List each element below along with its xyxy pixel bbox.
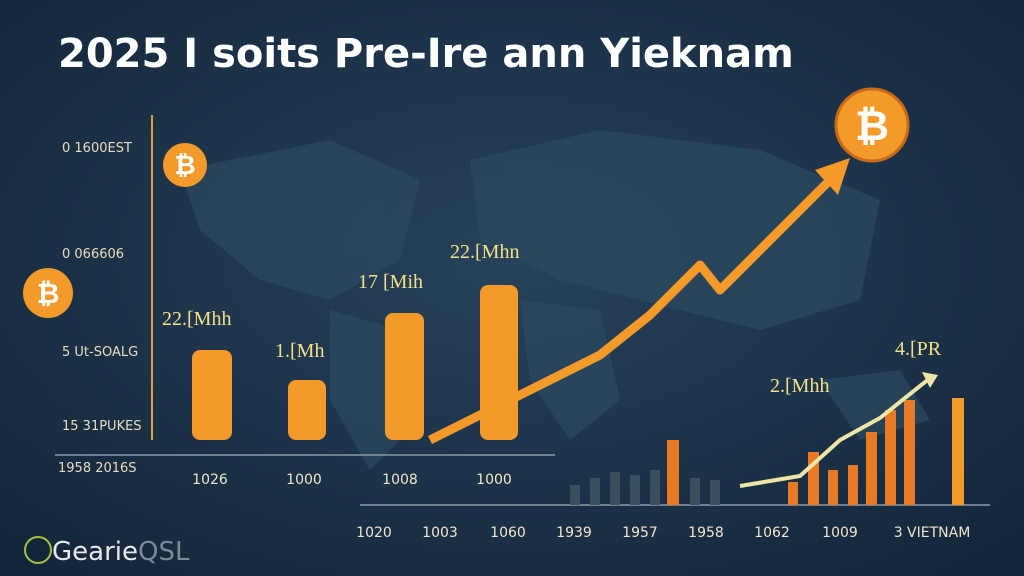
- bar-label: 17 [Mih: [358, 271, 423, 293]
- left-labels: 0 1600EST 0 066606 5 Ut-SOALG 15 31PUKES…: [58, 141, 142, 476]
- x-labels: 1026 1000 1008 1000: [192, 472, 512, 488]
- arrow-head: [815, 158, 850, 195]
- bar-labels: 22.[Mhh 1.[Mh 17 [Mih 22.[Mhn 2.[Mhh 4.[…: [162, 241, 942, 397]
- bar: [192, 350, 232, 440]
- bottom-label: 1003: [422, 525, 458, 541]
- bottom-label: 1062: [754, 525, 790, 541]
- bar-label: 1.[Mh: [275, 340, 324, 362]
- bottom-labels: 1020 1003 1060 1939 1957 1958 1062 1009 3 VIETNA…: [356, 525, 970, 541]
- bar: [385, 313, 424, 440]
- bar-label: 4.[PR: [895, 338, 942, 360]
- bitcoin-icon: ₿: [37, 277, 60, 310]
- axis-label: 0 066606: [62, 247, 124, 262]
- logo: [24, 536, 52, 564]
- bottom-label: 1958: [688, 525, 724, 541]
- bottom-label: 1060: [490, 525, 526, 541]
- bitcoin-icon: ₿: [174, 151, 195, 181]
- bar: [288, 380, 326, 440]
- bottom-label: 1957: [622, 525, 658, 541]
- bottom-label: 1009: [822, 525, 858, 541]
- bottom-label: 1020: [356, 525, 392, 541]
- bar-label: 22.[Mhh: [162, 308, 231, 330]
- bitcoin-icons: ₿ ₿ ₿: [23, 87, 910, 318]
- x-label: 1026: [192, 472, 228, 488]
- bar-label: 22.[Mhn: [450, 241, 519, 263]
- arrow-head: [922, 372, 938, 388]
- x-label: 1000: [476, 472, 512, 488]
- title: 2025 I soits Pre-Ire ann Yieknam: [58, 31, 794, 77]
- growth-arrow: [427, 176, 834, 445]
- x-label: 1008: [382, 472, 418, 488]
- axis-label: 0 1600EST: [62, 141, 132, 156]
- right-bars: [570, 398, 964, 505]
- bottom-label: 1939: [556, 525, 592, 541]
- footer-brand: GearieQSL: [52, 537, 190, 567]
- axis-label: 1958 2016S: [58, 461, 137, 476]
- axis-label: 5 Ut-SOALG: [62, 345, 138, 360]
- axis-label: 15 31PUKES: [62, 419, 142, 434]
- bottom-label: 3 VIETNAM: [894, 525, 971, 541]
- bitcoin-icon: ₿: [855, 101, 889, 150]
- bar-label: 2.[Mhh: [770, 375, 829, 397]
- trend-line: [739, 376, 932, 488]
- x-label: 1000: [286, 472, 322, 488]
